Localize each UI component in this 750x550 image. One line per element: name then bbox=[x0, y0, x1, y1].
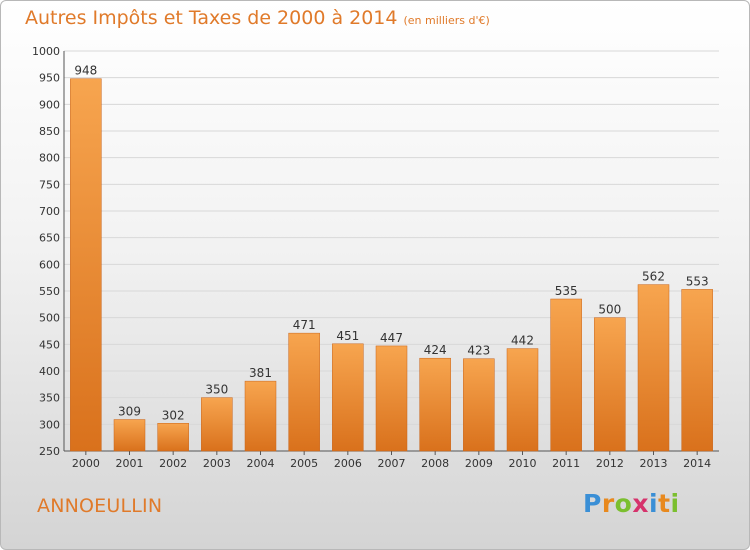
bar bbox=[113, 419, 146, 452]
data-label: 471 bbox=[293, 318, 316, 332]
x-tick-label: 2012 bbox=[596, 457, 624, 470]
bar bbox=[201, 397, 233, 452]
chart-title-text: Autres Impôts et Taxes de 2000 à 2014 bbox=[25, 7, 398, 29]
bar bbox=[332, 343, 364, 452]
bar bbox=[288, 332, 320, 452]
y-tick-label: 750 bbox=[39, 178, 60, 191]
y-tick-label: 900 bbox=[39, 98, 60, 111]
y-tick-label: 850 bbox=[39, 125, 60, 138]
data-label: 535 bbox=[555, 284, 578, 298]
x-tick-label: 2000 bbox=[72, 457, 100, 470]
data-label: 451 bbox=[336, 329, 359, 343]
bar bbox=[506, 348, 539, 452]
y-tick-label: 700 bbox=[39, 205, 60, 218]
y-tick-label: 1000 bbox=[32, 45, 60, 58]
logo-letter: i bbox=[649, 489, 659, 518]
x-tick-label: 2013 bbox=[640, 457, 668, 470]
bar bbox=[550, 298, 582, 452]
y-tick-label: 250 bbox=[39, 445, 60, 458]
axes: 250 300 350 400 450 500 550 600 650 700 750 800 850 9… bbox=[32, 45, 719, 470]
data-label: 562 bbox=[642, 270, 665, 284]
y-tick-label: 800 bbox=[39, 152, 60, 165]
x-tick-label: 2010 bbox=[509, 457, 537, 470]
bar bbox=[419, 357, 451, 452]
bar bbox=[681, 289, 713, 452]
y-tick-label: 600 bbox=[39, 258, 60, 271]
data-label: 500 bbox=[598, 303, 621, 317]
x-tick-label: 2009 bbox=[465, 457, 493, 470]
bar bbox=[594, 317, 626, 452]
logo-letter: i bbox=[670, 489, 680, 518]
y-tick-label: 550 bbox=[39, 285, 60, 298]
bar bbox=[70, 78, 102, 452]
x-tick-label: 2008 bbox=[421, 457, 449, 470]
bars bbox=[70, 78, 713, 452]
bar bbox=[637, 284, 670, 452]
x-tick-label: 2014 bbox=[683, 457, 711, 470]
y-tick-label: 500 bbox=[39, 312, 60, 325]
bar bbox=[157, 423, 189, 452]
y-tick-label: 350 bbox=[39, 392, 60, 405]
x-tick-label: 2002 bbox=[159, 457, 187, 470]
logo-letter: x bbox=[632, 489, 649, 518]
proxiti-logo[interactable]: Proxiti bbox=[583, 489, 680, 518]
data-label: 442 bbox=[511, 334, 534, 348]
x-tick-label: 2007 bbox=[378, 457, 406, 470]
logo-letter: t bbox=[658, 489, 671, 518]
y-tick-label: 300 bbox=[39, 418, 60, 431]
town-name: ANNOEULLIN bbox=[37, 495, 163, 517]
x-tick-label: 2001 bbox=[116, 457, 144, 470]
data-labels: 948 309 302 350 381 471 451 447 424 423 442 535 500 5… bbox=[74, 64, 708, 423]
bar bbox=[244, 380, 277, 452]
chart-unit-label: (en milliers d'€) bbox=[403, 14, 490, 27]
data-label: 302 bbox=[162, 408, 185, 422]
chart-title: Autres Impôts et Taxes de 2000 à 2014 (en… bbox=[25, 7, 490, 29]
logo-letter: r bbox=[601, 489, 615, 518]
data-label: 381 bbox=[249, 366, 272, 380]
y-tick-label: 950 bbox=[39, 72, 60, 85]
y-tick-label: 450 bbox=[39, 338, 60, 351]
data-label: 424 bbox=[424, 343, 447, 357]
x-tick-label: 2004 bbox=[247, 457, 275, 470]
bar bbox=[375, 345, 408, 452]
x-tick-label: 2005 bbox=[290, 457, 318, 470]
logo-letter: o bbox=[614, 489, 633, 518]
data-label: 447 bbox=[380, 331, 403, 345]
data-label: 948 bbox=[74, 64, 97, 78]
x-tick-label: 2006 bbox=[334, 457, 362, 470]
logo-letter: P bbox=[583, 489, 602, 518]
bar bbox=[463, 358, 495, 452]
data-label: 553 bbox=[686, 274, 709, 288]
data-label: 423 bbox=[467, 344, 490, 358]
y-tick-label: 400 bbox=[39, 365, 60, 378]
y-tick-label: 650 bbox=[39, 232, 60, 245]
x-tick-label: 2011 bbox=[552, 457, 580, 470]
data-label: 309 bbox=[118, 405, 141, 419]
x-tick-label: 2003 bbox=[203, 457, 231, 470]
data-label: 350 bbox=[205, 383, 228, 397]
